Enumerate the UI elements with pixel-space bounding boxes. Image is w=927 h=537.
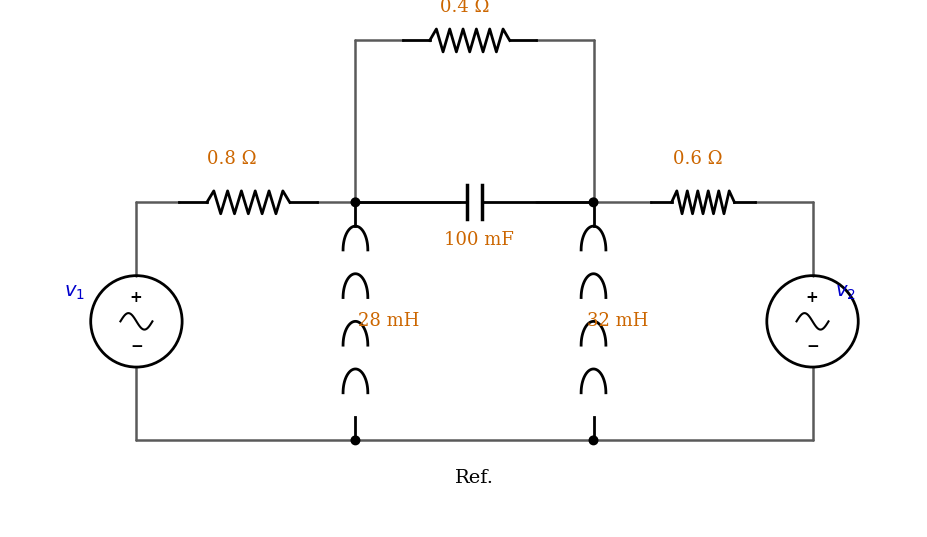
Text: +: +: [129, 290, 142, 305]
Circle shape: [589, 198, 597, 207]
Circle shape: [589, 436, 597, 445]
Text: 0.8 Ω: 0.8 Ω: [207, 150, 256, 169]
Text: 32 mH: 32 mH: [586, 313, 647, 330]
Text: −: −: [130, 339, 143, 354]
Text: $v_1$: $v_1$: [64, 284, 85, 302]
Text: +: +: [805, 290, 817, 305]
Text: 0.6 Ω: 0.6 Ω: [673, 150, 722, 169]
Text: 28 mH: 28 mH: [358, 313, 419, 330]
Text: $v_2$: $v_2$: [834, 284, 856, 302]
Text: Ref.: Ref.: [454, 469, 493, 488]
Circle shape: [350, 198, 360, 207]
Text: 100 mF: 100 mF: [444, 231, 514, 249]
Text: −: −: [806, 339, 818, 354]
Text: 0.4 Ω: 0.4 Ω: [439, 0, 489, 16]
Circle shape: [350, 436, 360, 445]
